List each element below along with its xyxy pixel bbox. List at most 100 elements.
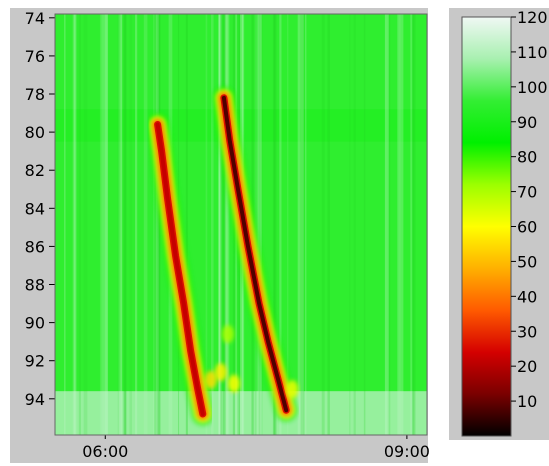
texture-stripe xyxy=(321,14,325,435)
texture-stripe xyxy=(299,14,301,435)
colorbar-tick-label: 10 xyxy=(517,392,537,411)
colorbar: 10 20 30 40 50 60 70 80 90 100 110 120 xyxy=(461,8,548,437)
texture-stripe xyxy=(274,14,277,435)
texture-stripe xyxy=(300,14,302,435)
plot-frame xyxy=(54,13,428,436)
colorbar-tick-label: 20 xyxy=(517,357,537,376)
texture-stripe xyxy=(153,14,155,435)
texture-stripe xyxy=(225,14,230,435)
texture-stripe xyxy=(101,14,105,435)
y-tick-label: 82 xyxy=(25,161,45,180)
texture-stripe xyxy=(205,14,208,435)
streak-1-layer-4 xyxy=(221,95,289,413)
texture-stripe xyxy=(222,14,227,435)
texture-stripe xyxy=(384,14,389,435)
y-axis: 74 76 78 80 82 84 86 88 90 92 94 xyxy=(25,9,55,409)
texture-stripe xyxy=(363,14,366,435)
texture-stripe xyxy=(254,14,259,435)
texture-stripe xyxy=(258,14,261,435)
tail-blob-1 xyxy=(214,363,227,382)
y-tick-label: 90 xyxy=(25,314,45,333)
colorbar-tick-label: 120 xyxy=(517,8,548,27)
texture-stripe xyxy=(123,14,127,435)
texture-stripe xyxy=(397,14,401,435)
streak-layer xyxy=(145,85,299,426)
texture-stripe xyxy=(135,14,138,435)
texture-stripe xyxy=(219,14,223,435)
texture-stripe xyxy=(224,14,229,435)
texture-stripe xyxy=(129,14,133,435)
texture-stripe xyxy=(74,14,77,435)
y-tick-label: 92 xyxy=(25,352,45,371)
texture-stripe xyxy=(104,14,109,435)
texture-stripe xyxy=(120,14,122,435)
streak-0-layer-4 xyxy=(155,122,205,416)
texture-stripe xyxy=(117,14,119,435)
colorbar-gradient xyxy=(461,16,512,437)
x-axis: 06:00 09:00 xyxy=(82,435,430,461)
texture-stripe xyxy=(218,14,222,435)
texture-stripe xyxy=(105,14,108,435)
y-tick-label: 94 xyxy=(25,390,45,409)
tail-blob-2 xyxy=(221,325,234,344)
colorbar-tick-label: 90 xyxy=(517,113,537,132)
texture-stripe xyxy=(327,14,330,435)
texture-stripe xyxy=(411,14,415,435)
texture-stripe xyxy=(304,14,307,435)
colorbar-tick-label: 50 xyxy=(517,252,537,271)
texture-stripe xyxy=(387,14,391,435)
texture-stripe xyxy=(83,14,88,435)
texture-stripe xyxy=(301,14,304,435)
y-tick-label: 74 xyxy=(25,9,45,28)
texture-stripe xyxy=(287,14,289,435)
tail-blob-3 xyxy=(227,374,240,393)
texture-stripe xyxy=(185,14,188,435)
texture-stripe xyxy=(210,14,214,435)
x-tick-label: 09:00 xyxy=(384,442,430,461)
texture-stripe xyxy=(297,14,300,435)
y-tick-label: 86 xyxy=(25,237,45,256)
texture-stripe xyxy=(118,14,123,435)
texture-stripe xyxy=(124,14,127,435)
texture-stripe xyxy=(154,14,159,435)
texture-stripe xyxy=(279,14,282,435)
texture-stripe xyxy=(155,14,159,435)
heatmap-band-1 xyxy=(55,391,427,435)
colorbar-tick-label: 30 xyxy=(517,322,537,341)
x-tick-label: 06:00 xyxy=(82,442,128,461)
texture-stripe xyxy=(399,14,404,435)
texture-stripe xyxy=(143,14,148,435)
y-tick-label: 88 xyxy=(25,276,45,295)
texture-stripe xyxy=(64,14,66,435)
texture-stripe xyxy=(272,14,276,435)
texture-stripe xyxy=(349,14,351,435)
texture-stripe xyxy=(410,14,413,435)
texture-stripe xyxy=(78,14,81,435)
y-tick-label: 84 xyxy=(25,199,45,218)
colorbar-tick-label: 60 xyxy=(517,218,537,237)
y-tick-label: 80 xyxy=(25,123,45,142)
texture-stripe xyxy=(300,14,305,435)
texture-stripe xyxy=(353,14,356,435)
colorbar-tick-label: 80 xyxy=(517,148,537,167)
texture-stripe xyxy=(99,14,103,435)
y-tick-label: 78 xyxy=(25,85,45,104)
texture-stripe xyxy=(218,14,221,435)
texture-stripe xyxy=(224,14,228,435)
texture-stripe xyxy=(257,14,262,435)
colorbar-tick-label: 40 xyxy=(517,287,537,306)
tail-blob-4 xyxy=(286,380,299,399)
texture-stripe xyxy=(261,14,263,435)
colorbar-tick-label: 70 xyxy=(517,183,537,202)
colorbar-tick-label: 100 xyxy=(517,78,548,97)
colorbar-tick-label: 110 xyxy=(517,43,548,62)
texture-stripe xyxy=(102,14,106,435)
texture-stripe xyxy=(412,14,416,435)
texture-stripe xyxy=(218,14,221,435)
y-tick-label: 76 xyxy=(25,47,45,66)
texture-stripe xyxy=(157,14,160,435)
texture-stripe xyxy=(72,14,75,435)
tail-blob-0 xyxy=(204,370,217,389)
